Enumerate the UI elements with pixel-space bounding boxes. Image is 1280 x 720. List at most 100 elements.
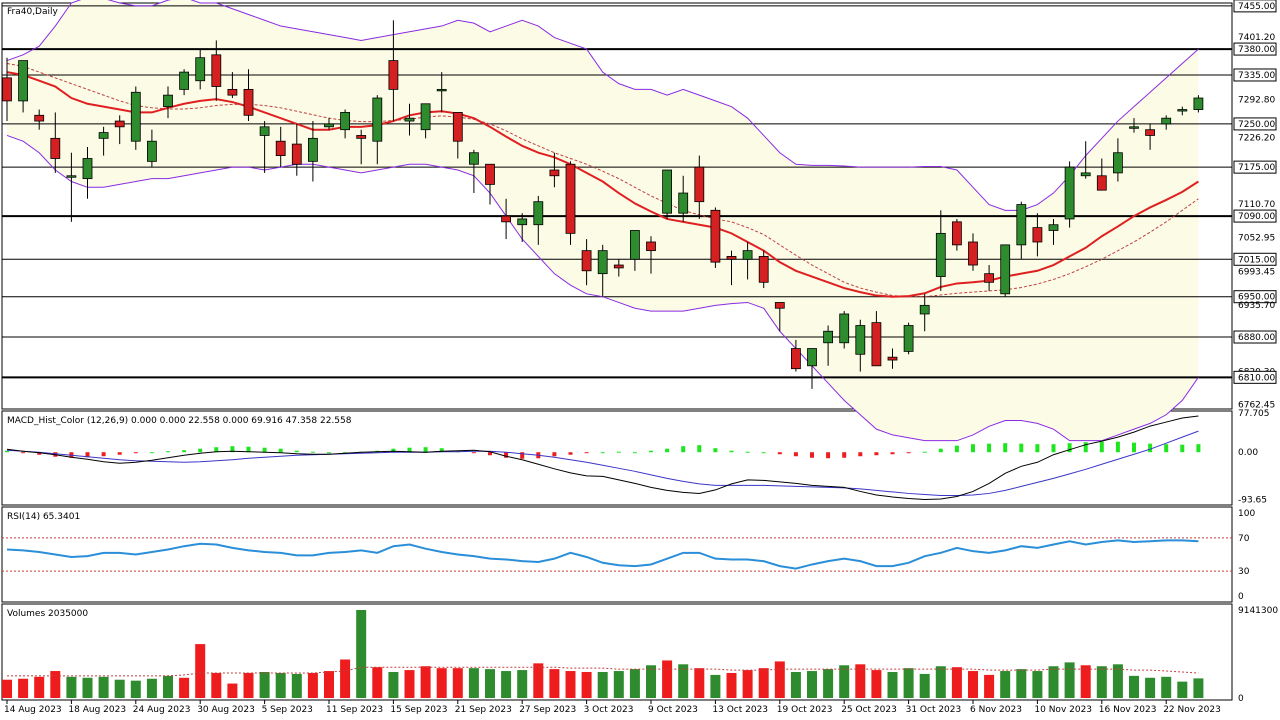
price-axis-label: 6993.45 (1238, 268, 1275, 278)
moving-average-slow-line (6, 62, 1199, 298)
volume-bar (1080, 665, 1091, 698)
x-axis-label: 22 Nov 2023 (1163, 705, 1221, 715)
volume-bar (2, 679, 12, 698)
candle-up (98, 132, 109, 139)
macd-histogram-bar (922, 451, 927, 453)
x-axis-label: 14 Aug 2023 (4, 705, 62, 715)
volume-bar (501, 671, 512, 698)
x-axis-label: 18 Aug 2023 (68, 705, 126, 715)
volume-bar (662, 660, 673, 698)
rsi-pane-title: RSI(14) 65.3401 (7, 512, 80, 522)
macd-histogram-bar (713, 448, 718, 453)
candle-up (855, 325, 866, 355)
volume-bar (291, 673, 302, 698)
candle-down (565, 163, 576, 234)
macd-histogram-bar (5, 450, 9, 453)
candle-up (130, 91, 141, 142)
candle-down (726, 255, 737, 260)
volume-bar (807, 671, 817, 698)
volume-bar (18, 678, 29, 698)
price-axis-label: 7335.00 (1238, 71, 1275, 81)
rsi-axis-label: 0 (1238, 592, 1244, 602)
x-axis-label: 21 Sep 2023 (455, 705, 512, 715)
candle-down (1032, 227, 1043, 243)
bollinger-band-fill (7, 0, 1199, 441)
macd-histogram-bar (488, 452, 492, 456)
volume-bar (1064, 662, 1075, 698)
volume-bar (340, 659, 351, 698)
candle-up (807, 348, 817, 367)
x-axis-label: 25 Oct 2023 (841, 705, 897, 715)
candle-down (581, 250, 592, 272)
candle-up (372, 97, 383, 142)
macd-histogram-bar (1196, 444, 1201, 453)
candle-down (227, 88, 238, 96)
volume-bar (1177, 681, 1188, 698)
candle-up (1161, 117, 1172, 125)
macd-histogram-bar (294, 450, 299, 453)
volume-bar (420, 666, 431, 698)
macd-histogram-bar (117, 452, 122, 455)
macd-histogram-bar (938, 448, 943, 453)
rsi-line (6, 539, 1199, 570)
x-axis-label: 30 Aug 2023 (197, 705, 255, 715)
candle-down (388, 60, 399, 90)
x-axis-label: 11 Sep 2023 (326, 705, 383, 715)
volume-bar (710, 674, 721, 698)
price-axis-label: 7455.00 (1238, 2, 1275, 12)
macd-histogram-bar (954, 445, 959, 453)
volume-bar (517, 670, 528, 698)
volume-bar (34, 676, 45, 698)
x-axis-label: 16 Nov 2023 (1099, 705, 1157, 715)
candle-down (485, 163, 495, 185)
candle-up (1129, 126, 1139, 129)
volume-bar (179, 677, 190, 698)
candle-down (871, 322, 882, 367)
price-level-label-box (1233, 330, 1277, 344)
candle-down (291, 143, 302, 165)
macd-histogram-bar (632, 452, 637, 454)
volume-axis-label: 9141300 (1238, 606, 1278, 616)
candle-up (66, 175, 77, 178)
candle-up (742, 250, 753, 260)
volume-bar (1032, 671, 1043, 698)
price-axis-label: 7226.20 (1238, 134, 1275, 144)
price-level-label-box (1233, 252, 1277, 266)
candle-up (1113, 152, 1123, 174)
candle-up (307, 137, 318, 162)
volume-bar (629, 669, 640, 698)
volume-bar (581, 672, 592, 698)
macd-histogram-bar (1164, 444, 1169, 453)
candle-down (952, 221, 962, 246)
candle-up (1193, 97, 1204, 110)
candle-down (211, 54, 222, 87)
candle-down (710, 209, 721, 263)
candle-up (1048, 224, 1059, 231)
volume-bar (646, 665, 656, 698)
x-axis-label: 24 Aug 2023 (133, 705, 191, 715)
macd-histogram-bar (310, 451, 315, 453)
candle-down (774, 302, 785, 309)
candle-up (1080, 172, 1091, 177)
volume-bar (82, 677, 93, 698)
volume-bar (227, 683, 238, 698)
candle-down (1145, 129, 1155, 136)
volume-bar (758, 668, 769, 698)
volume-bar (211, 672, 222, 698)
price-axis-label: 6950.00 (1238, 293, 1275, 303)
macd-axis-label: 77.705 (1238, 409, 1270, 419)
candle-down (549, 169, 560, 177)
macd-histogram-bar (729, 450, 734, 453)
macd-histogram-bar (1035, 444, 1040, 453)
volume-bar (468, 668, 479, 698)
macd-histogram-bar (665, 448, 670, 453)
x-axis-label: 6 Nov 2023 (970, 705, 1022, 715)
candle-up (436, 88, 447, 92)
macd-histogram-bar (842, 452, 847, 458)
macd-histogram-bar (439, 448, 444, 453)
macd-histogram-bar (987, 443, 992, 453)
macd-histogram-bar (246, 446, 251, 453)
price-axis-label: 7015.00 (1238, 255, 1275, 265)
price-axis-label: 7110.70 (1238, 200, 1275, 210)
